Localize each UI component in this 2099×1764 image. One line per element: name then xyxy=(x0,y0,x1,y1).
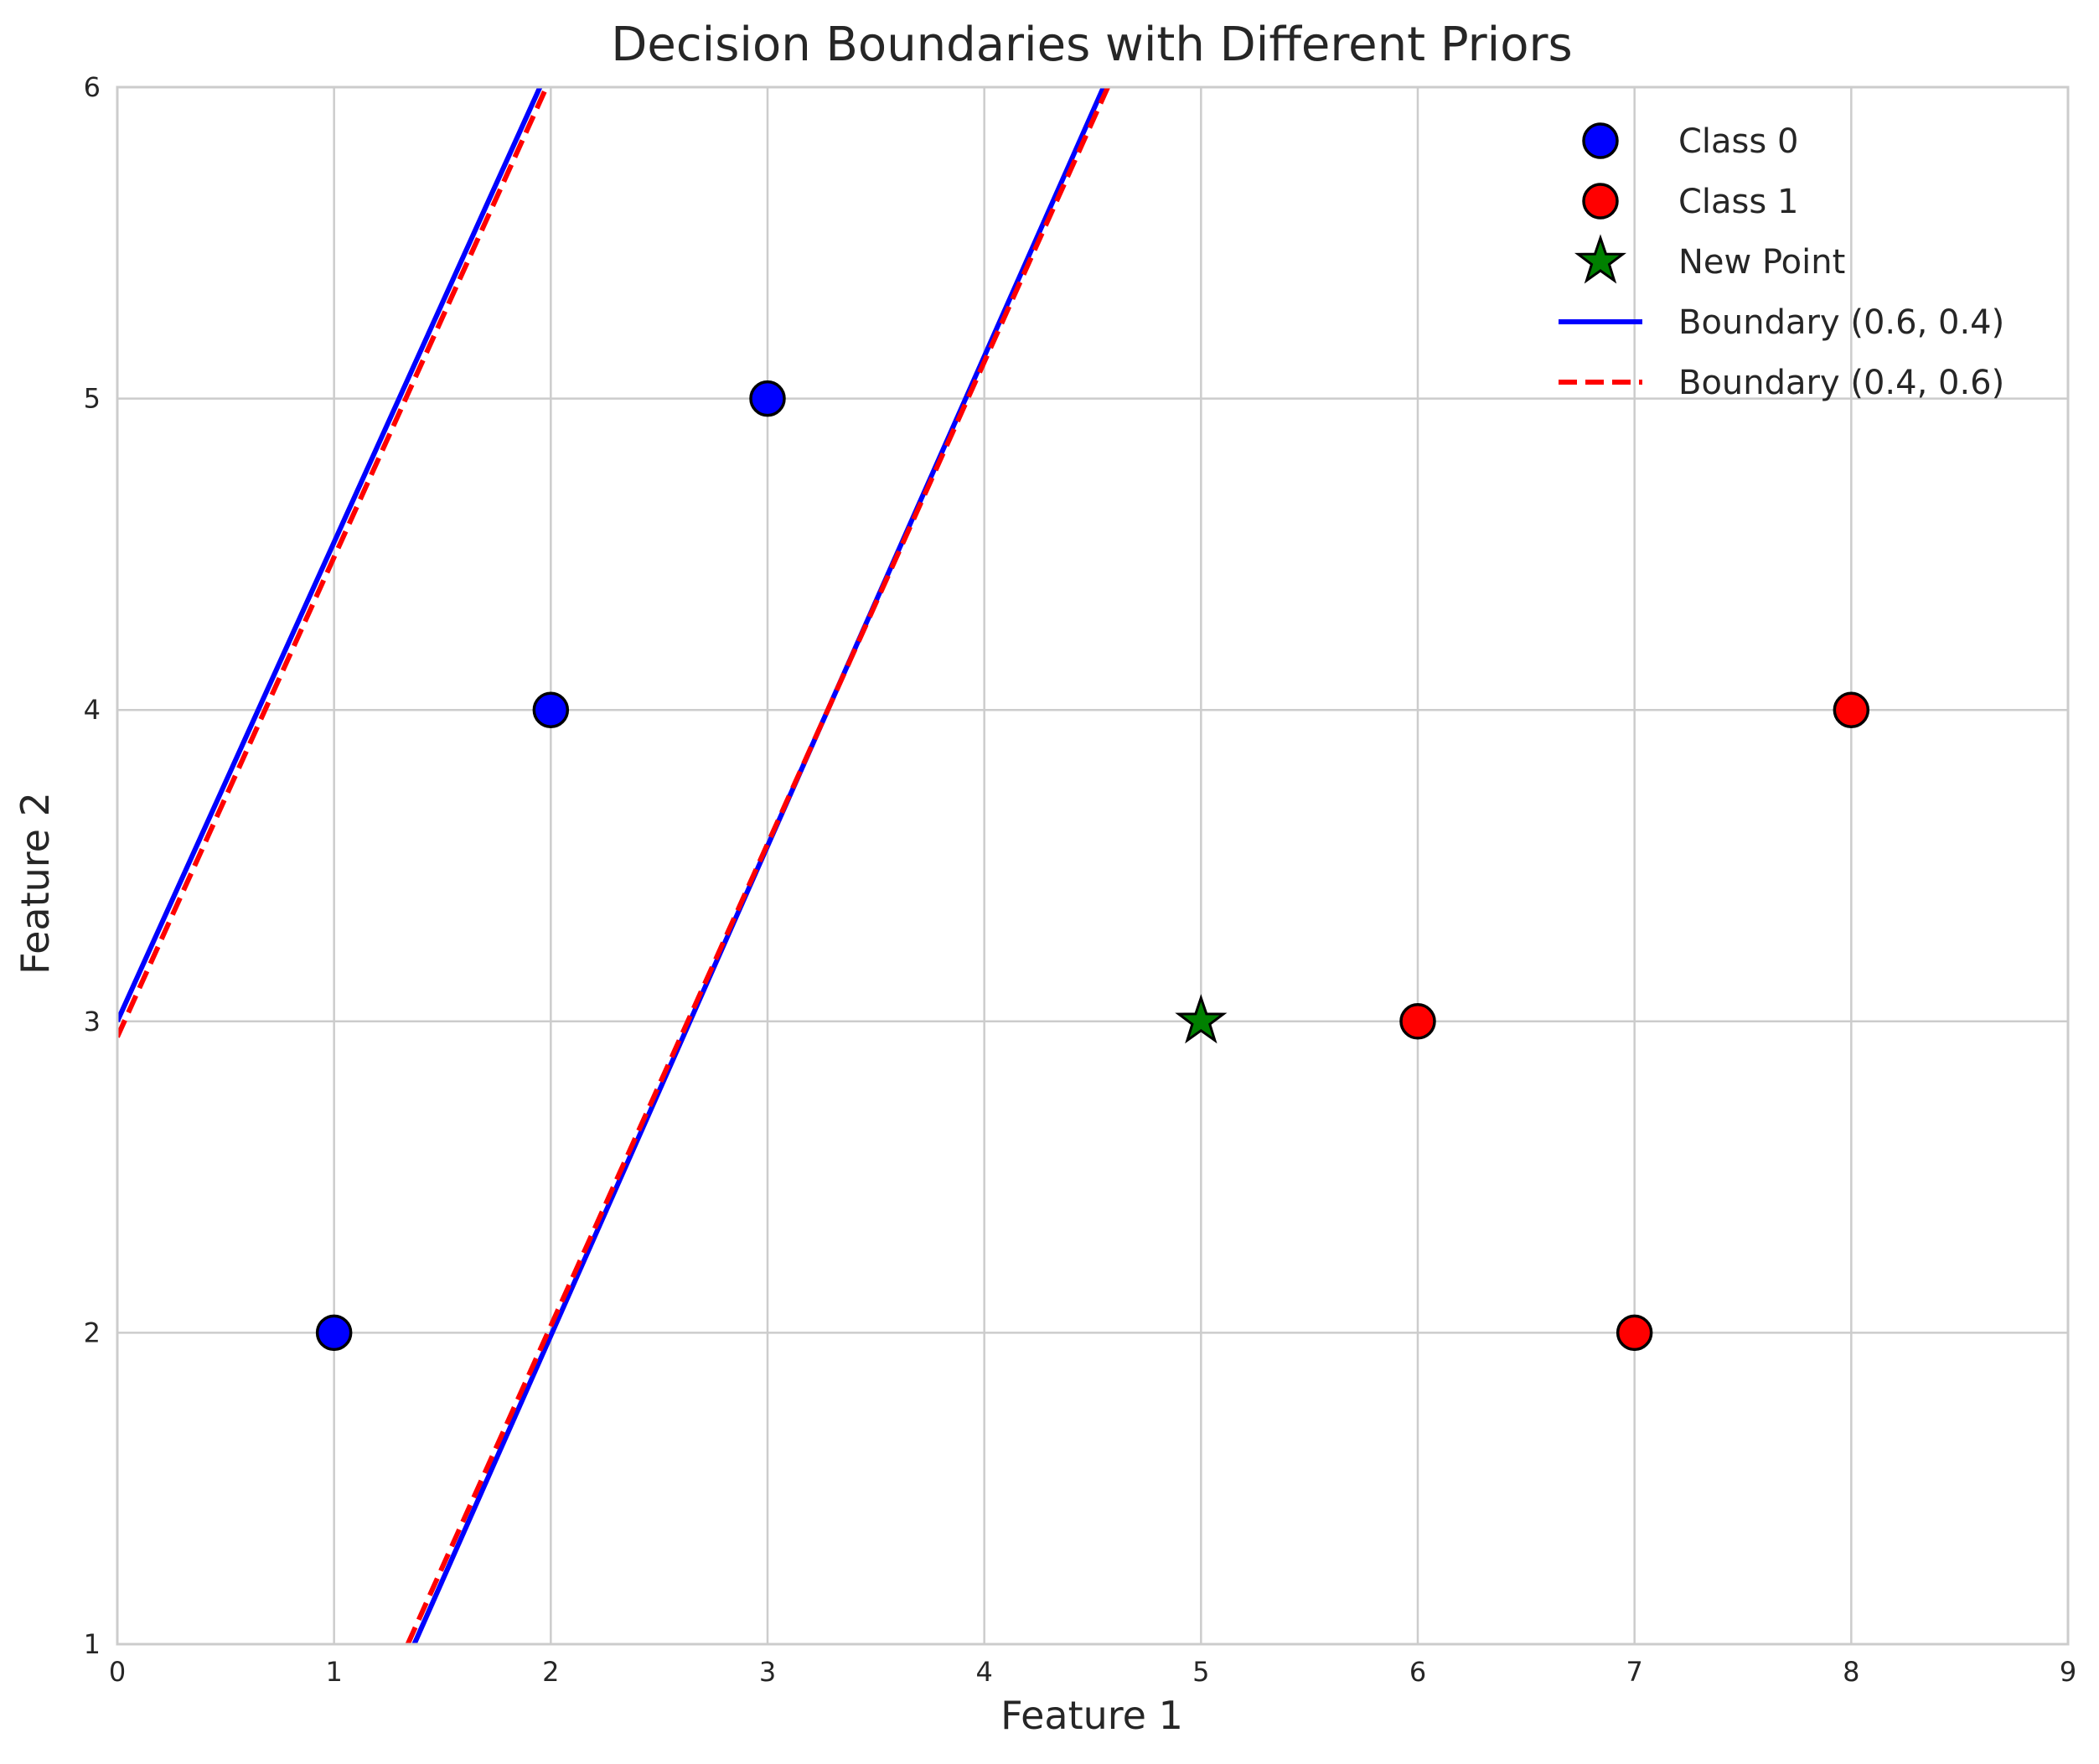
boundary-lines xyxy=(117,87,1110,1644)
y-tick-label: 3 xyxy=(84,1006,101,1037)
line-boundary-0-4-0-6 xyxy=(117,87,549,1038)
x-tick-labels: 0 1 2 3 4 5 6 7 8 9 xyxy=(109,1656,2076,1688)
point-new-point xyxy=(1175,994,1228,1044)
legend-label: Class 1 xyxy=(1678,183,1798,221)
line-boundary-0-4-0-6 xyxy=(405,87,1110,1644)
x-tick-label: 6 xyxy=(1409,1656,1426,1688)
point-class-1 xyxy=(1833,691,1870,728)
y-tick-label: 6 xyxy=(84,71,101,103)
legend-item-class-1: Class 1 xyxy=(1582,183,1798,221)
x-tick-label: 9 xyxy=(2060,1656,2076,1688)
point-class-1 xyxy=(1399,1003,1436,1040)
point-class-0 xyxy=(749,380,786,417)
y-axis-label: Feature 2 xyxy=(13,792,58,975)
x-tick-label: 2 xyxy=(542,1656,559,1688)
legend-marker xyxy=(1582,183,1619,220)
chart-title: Decision Boundaries with Different Prior… xyxy=(611,18,1572,72)
legend-item-class-0: Class 0 xyxy=(1582,122,1798,161)
legend-item-boundary-0-4-0-6: Boundary (0.4, 0.6) xyxy=(1559,364,2004,402)
plot-frame xyxy=(116,85,2070,1646)
x-tick-label: 1 xyxy=(325,1656,342,1688)
x-axis-label: Feature 1 xyxy=(1000,1693,1183,1738)
y-tick-label: 2 xyxy=(84,1317,101,1348)
x-tick-label: 5 xyxy=(1192,1656,1209,1688)
legend-label: New Point xyxy=(1678,243,1845,282)
x-tick-label: 0 xyxy=(109,1656,126,1688)
legend: Class 0 Class 1 New Point Boundary (0.6, 0.… xyxy=(1559,122,2004,402)
point-class-0 xyxy=(532,691,570,728)
y-tick-labels: 1 2 3 4 5 6 xyxy=(84,71,101,1660)
legend-marker xyxy=(1574,234,1627,284)
x-tick-label: 7 xyxy=(1626,1656,1642,1688)
y-tick-label: 5 xyxy=(84,383,101,415)
y-tick-label: 1 xyxy=(84,1628,101,1660)
point-class-0 xyxy=(315,1314,353,1352)
legend-label: Boundary (0.4, 0.6) xyxy=(1678,364,2004,402)
x-tick-label: 3 xyxy=(759,1656,776,1688)
y-tick-label: 4 xyxy=(84,694,101,726)
legend-label: Boundary (0.6, 0.4) xyxy=(1678,303,2004,342)
line-boundary-0-6-0-4 xyxy=(117,87,543,1023)
data-points xyxy=(315,380,1870,1352)
legend-marker xyxy=(1582,122,1619,159)
x-tick-label: 8 xyxy=(1843,1656,1859,1688)
legend-item-boundary-0-6-0-4: Boundary (0.6, 0.4) xyxy=(1559,303,2004,342)
x-tick-label: 4 xyxy=(975,1656,992,1688)
legend-item-new-point: New Point xyxy=(1574,234,1845,284)
legend-label: Class 0 xyxy=(1678,122,1798,161)
point-class-1 xyxy=(1616,1314,1653,1352)
